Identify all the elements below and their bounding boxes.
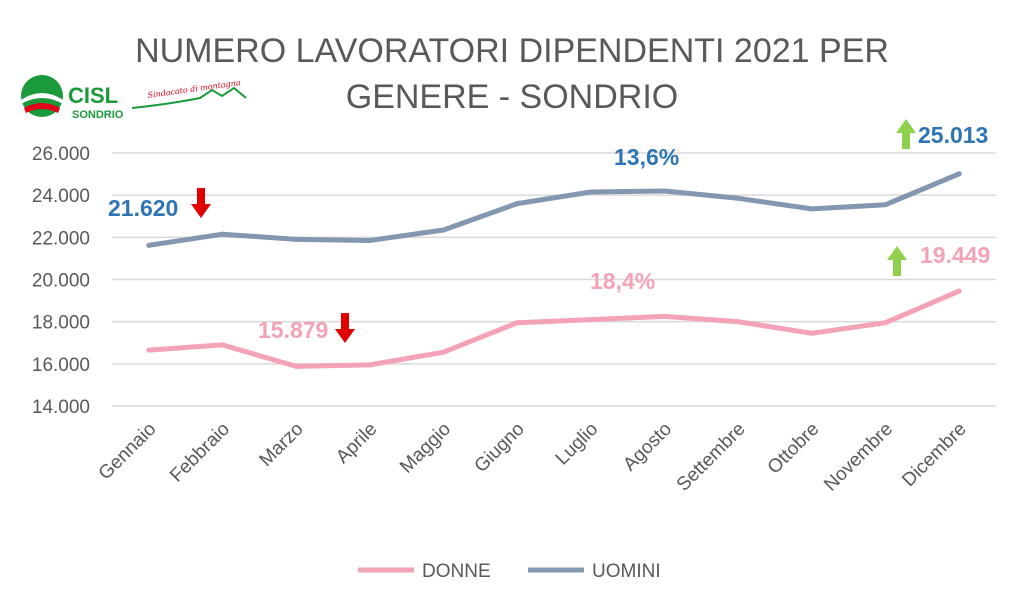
series-line-donne [146, 288, 962, 369]
y-tick-label: 20.000 [32, 271, 90, 292]
data-point-donne [662, 313, 667, 319]
data-point-uomini [662, 188, 667, 194]
x-tick-label: Febbraio [166, 419, 234, 487]
annotation-label: 21.620 [108, 195, 178, 221]
legend-label-donne: DONNE [422, 561, 491, 582]
logo-name: CISL [68, 83, 118, 108]
data-point-donne [883, 320, 888, 326]
legend-label-uomini: UOMINI [592, 561, 661, 582]
cisl-emblem-icon [21, 75, 63, 117]
data-point-donne [735, 319, 741, 325]
x-tick-label: Ottobre [764, 419, 824, 479]
down-arrow-icon [335, 313, 355, 343]
data-point-uomini [293, 236, 299, 242]
data-point-uomini [441, 227, 446, 233]
data-point-uomini [809, 206, 815, 212]
x-tick-label: Dicembre [898, 419, 970, 491]
data-point-uomini [588, 189, 594, 195]
mountain-line-icon [131, 86, 247, 109]
y-tick-label: 18.000 [32, 313, 90, 334]
y-tick-label: 22.000 [32, 228, 90, 249]
x-tick-label: Marzo [256, 419, 308, 471]
data-point-donne [809, 330, 815, 336]
annotation-label: 19.449 [920, 242, 990, 268]
y-tick-label: 24.000 [32, 186, 90, 207]
x-axis: Gennaio Febbraio Marzo Aprile Maggio Giugno Lu… [95, 419, 971, 496]
data-point-donne [220, 342, 225, 348]
up-arrow-icon [896, 119, 916, 149]
logo-sub: SONDRIO [72, 109, 124, 121]
x-tick-label: Settembre [673, 419, 750, 496]
up-arrow-icon [887, 246, 907, 276]
y-tick-label: 14.000 [32, 397, 90, 418]
legend: DONNE UOMINI [358, 561, 661, 582]
y-axis: 14.000 16.000 18.000 20.000 22.000 24.000 26.0… [32, 144, 90, 418]
series-line-uomini [146, 171, 962, 248]
x-tick-label: Gennaio [95, 419, 161, 485]
annotation-label: 18,4% [590, 268, 655, 294]
down-arrow-icon [191, 188, 211, 218]
data-point-donne [956, 288, 962, 294]
cisl-logo: CISL SONDRIO Sindacato di montagna [21, 75, 247, 121]
x-tick-label: Luglio [552, 419, 603, 470]
data-point-donne [146, 347, 152, 353]
data-point-donne [441, 349, 446, 355]
data-point-uomini [883, 202, 888, 208]
chart-title-line-2: GENERE - SONDRIO [346, 78, 678, 116]
data-point-uomini [146, 242, 152, 248]
x-tick-label: Novembre [820, 419, 897, 496]
chart-title-line-1: NUMERO LAVORATORI DIPENDENTI 2021 PER [135, 32, 889, 70]
annotation-label: 13,6% [614, 144, 679, 170]
data-point-uomini [367, 237, 373, 243]
data-point-uomini [735, 195, 741, 201]
annotations: 21.620 13,6% 25.013 15.879 18,4% 19.449 [108, 119, 990, 343]
series-lines [146, 171, 962, 369]
data-point-uomini [220, 231, 225, 237]
x-tick-label: Aprile [332, 419, 381, 468]
x-tick-label: Giugno [471, 419, 529, 477]
data-point-donne [367, 362, 373, 368]
y-tick-label: 26.000 [32, 144, 90, 165]
y-tick-label: 16.000 [32, 355, 90, 376]
x-tick-label: Agosto [619, 419, 676, 476]
annotation-label: 15.879 [258, 317, 328, 343]
data-point-donne [588, 317, 594, 323]
data-point-donne [293, 363, 299, 369]
data-point-uomini [514, 201, 520, 207]
x-tick-label: Maggio [396, 419, 455, 478]
gridlines [112, 152, 996, 407]
logo-tagline: Sindacato di montagna [147, 78, 241, 100]
annotation-label: 25.013 [918, 122, 988, 148]
data-point-uomini [956, 171, 962, 177]
data-point-donne [514, 320, 520, 326]
